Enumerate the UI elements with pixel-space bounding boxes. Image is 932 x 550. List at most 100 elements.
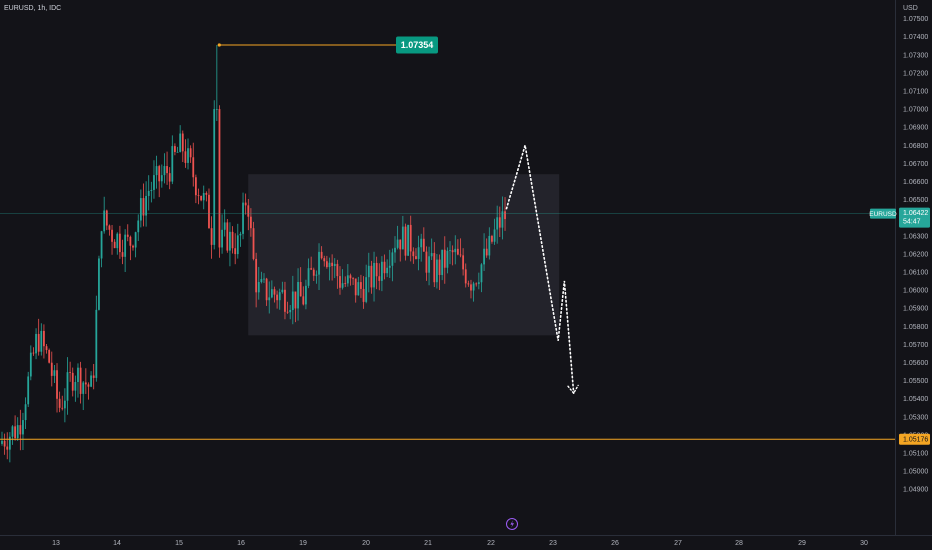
price-tick-label: 1.06000 — [903, 288, 928, 295]
high-marker-badge-bg — [396, 36, 438, 54]
candle-series — [1, 44, 506, 463]
candle-body — [394, 247, 396, 253]
candle-body — [11, 426, 14, 437]
projection-path[interactable] — [505, 145, 575, 395]
time-axis[interactable]: 13 14 15 16 19 20 21 22 23 26 27 28 29 30 — [52, 540, 868, 547]
candle-body — [168, 173, 171, 182]
candle-body — [66, 372, 69, 401]
candle-body — [29, 352, 32, 377]
candle-body — [163, 166, 166, 176]
currency-label: USD — [903, 5, 918, 12]
candle-body — [325, 261, 328, 268]
candle-body — [438, 259, 441, 275]
candle-body — [87, 384, 90, 387]
candle-body — [483, 248, 485, 265]
candle-body — [247, 205, 250, 217]
candle-body — [221, 229, 223, 248]
candle-body — [257, 282, 260, 293]
time-tick-label: 15 — [175, 540, 183, 547]
candle-body — [475, 283, 478, 285]
candle-body — [210, 228, 213, 245]
candle-body — [244, 202, 247, 206]
time-tick-label: 21 — [424, 540, 432, 547]
candle-body — [331, 262, 334, 267]
candle-body — [422, 238, 425, 252]
candle-body — [278, 292, 281, 301]
candle-body — [373, 262, 375, 288]
candle-body — [289, 309, 292, 313]
candle-body — [236, 235, 239, 255]
candle-body — [299, 282, 302, 297]
candle-body — [383, 261, 386, 274]
candle-body — [307, 268, 310, 286]
candle-body — [485, 248, 488, 256]
price-tick-label: 1.05600 — [903, 360, 928, 367]
candle-body — [265, 278, 268, 301]
price-tick-label: 1.06300 — [903, 233, 928, 240]
candle-body — [286, 311, 289, 313]
candle-body — [218, 109, 221, 248]
candle-body — [464, 269, 467, 284]
candle-body — [202, 193, 205, 201]
candle-body — [365, 277, 368, 302]
price-tick-label: 1.05300 — [903, 414, 928, 421]
candle-body — [231, 231, 234, 249]
candle-body — [504, 211, 506, 220]
candle-body — [160, 175, 163, 182]
candle-body — [213, 109, 216, 245]
candle-body — [417, 247, 420, 259]
candle-body — [234, 248, 237, 255]
candle-body — [77, 367, 79, 382]
candle-body — [305, 285, 307, 305]
candle-body — [98, 258, 100, 310]
candle-body — [166, 166, 168, 174]
candle-body — [281, 289, 284, 293]
candle-body — [171, 146, 174, 182]
time-tick-label: 22 — [487, 540, 495, 547]
price-tick-label: 1.05800 — [903, 324, 928, 331]
price-tick-label: 1.07500 — [903, 16, 928, 23]
time-tick-label: 28 — [735, 540, 743, 547]
candle-body — [328, 262, 331, 268]
candle-body — [61, 407, 64, 409]
candle-body — [428, 256, 430, 273]
candle-body — [74, 381, 77, 391]
range-box[interactable] — [248, 174, 560, 336]
candle-body — [415, 256, 417, 259]
candle-body — [341, 283, 344, 288]
high-marker-badge[interactable]: 1.07354 — [396, 36, 438, 54]
time-tick-label: 16 — [237, 540, 245, 547]
last-price-bg — [899, 207, 930, 228]
candle-body — [381, 261, 383, 281]
candle-body — [119, 233, 121, 253]
candle-body — [333, 263, 336, 267]
candle-body — [401, 226, 404, 250]
symbol-info[interactable]: EURUSD, 1h, IDC — [4, 5, 61, 12]
price-tick-label: 1.06900 — [903, 125, 928, 132]
candle-body — [37, 333, 40, 352]
support-badge: 1.05176 — [899, 433, 930, 445]
candle-body — [223, 222, 226, 230]
candle-body — [291, 291, 294, 310]
candle-body — [6, 446, 9, 450]
price-tick-label: 1.06600 — [903, 179, 928, 186]
candle-body — [45, 346, 48, 351]
lightning-icon[interactable] — [506, 518, 518, 530]
candle-body — [50, 362, 53, 376]
candle-body — [420, 238, 423, 248]
candle-body — [409, 224, 412, 252]
candle-body — [302, 296, 305, 305]
candle-body — [430, 253, 433, 257]
candle-body — [493, 229, 496, 242]
candle-body — [145, 195, 147, 216]
candle-body — [132, 245, 134, 248]
candle-body — [111, 229, 113, 242]
candle-body — [95, 309, 98, 378]
candle-body — [260, 278, 263, 283]
candle-body — [496, 217, 499, 230]
last-price-badge: EURUSD 1.06422 54:47 — [869, 207, 930, 228]
last-price-value: 1.06422 — [903, 210, 928, 217]
candle-body — [501, 211, 504, 228]
candle-body — [56, 370, 58, 399]
